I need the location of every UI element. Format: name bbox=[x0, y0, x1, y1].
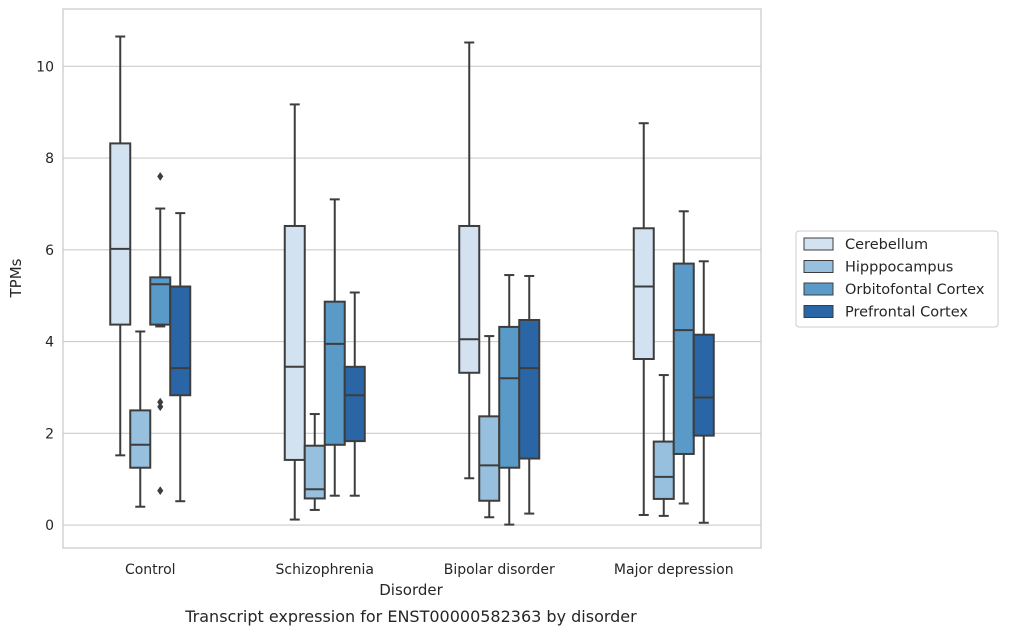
box-iqr bbox=[692, 333, 715, 437]
outlier-point bbox=[157, 402, 164, 412]
box-orbitofontal-cortex bbox=[672, 210, 695, 505]
y-tick-labels: 0 2 4 6 8 10 bbox=[36, 59, 54, 534]
x-axis-title: Disorder bbox=[379, 581, 443, 599]
box-iqr bbox=[129, 409, 152, 469]
box-cerebellum bbox=[109, 35, 132, 457]
box-prefrontal-cortex bbox=[169, 212, 192, 503]
x-tick-label: Control bbox=[125, 562, 176, 578]
x-tick-label: Bipolar disorder bbox=[444, 562, 555, 578]
y-tick-label: 6 bbox=[45, 243, 54, 259]
boxes-layer bbox=[109, 35, 715, 526]
y-axis-title: TPMs bbox=[7, 258, 25, 298]
box-iqr bbox=[323, 300, 346, 446]
box-iqr bbox=[283, 224, 306, 461]
box-iqr bbox=[343, 365, 366, 443]
box-iqr bbox=[632, 227, 655, 361]
box-orbitofontal-cortex bbox=[149, 171, 172, 496]
y-tick-label: 10 bbox=[36, 59, 54, 75]
legend-frame bbox=[795, 230, 999, 328]
legend-swatch bbox=[803, 305, 834, 318]
box-iqr bbox=[458, 224, 481, 374]
legend: Cerebellum Hipppocampus Orbitofontal Corte… bbox=[795, 230, 999, 328]
box-iqr bbox=[478, 415, 501, 502]
y-tick-label: 0 bbox=[45, 518, 54, 534]
legend-label: Cerebellum bbox=[845, 237, 928, 253]
x-tick-label: Major depression bbox=[614, 562, 734, 578]
box-hipppocampus bbox=[303, 413, 326, 511]
box-prefrontal-cortex bbox=[518, 274, 541, 515]
legend-swatch bbox=[803, 260, 834, 273]
box-iqr bbox=[518, 319, 541, 460]
box-iqr bbox=[672, 262, 695, 455]
x-tick-labels: Control Schizophrenia Bipolar disorder Majo… bbox=[125, 562, 734, 578]
outlier-point bbox=[157, 486, 164, 496]
box-orbitofontal-cortex bbox=[323, 198, 346, 497]
box-iqr bbox=[109, 142, 132, 326]
box-iqr bbox=[652, 440, 675, 500]
box-hipppocampus bbox=[478, 335, 501, 519]
box-iqr bbox=[169, 285, 192, 397]
y-tick-label: 2 bbox=[45, 426, 54, 442]
legend-label: Hipppocampus bbox=[845, 260, 953, 276]
legend-label: Orbitofontal Cortex bbox=[845, 282, 985, 298]
legend-label: Prefrontal Cortex bbox=[845, 305, 968, 321]
box-iqr bbox=[498, 325, 521, 469]
box-iqr bbox=[303, 444, 326, 500]
legend-swatch bbox=[803, 237, 834, 251]
box-prefrontal-cortex bbox=[692, 260, 715, 524]
box-prefrontal-cortex bbox=[343, 291, 366, 497]
legend-swatch bbox=[803, 282, 834, 296]
plot-frame bbox=[62, 8, 762, 549]
box-cerebellum bbox=[632, 122, 655, 516]
x-tick-label: Schizophrenia bbox=[276, 562, 374, 578]
y-tick-label: 8 bbox=[45, 151, 54, 167]
box-hipppocampus bbox=[129, 330, 152, 508]
box-cerebellum bbox=[283, 103, 306, 521]
chart-caption: Transcript expression for ENST0000058236… bbox=[184, 607, 637, 626]
box-cerebellum bbox=[458, 41, 481, 480]
outlier-point bbox=[157, 171, 164, 181]
y-tick-label: 4 bbox=[45, 335, 54, 351]
box-orbitofontal-cortex bbox=[498, 274, 521, 526]
box-hipppocampus bbox=[652, 374, 675, 517]
